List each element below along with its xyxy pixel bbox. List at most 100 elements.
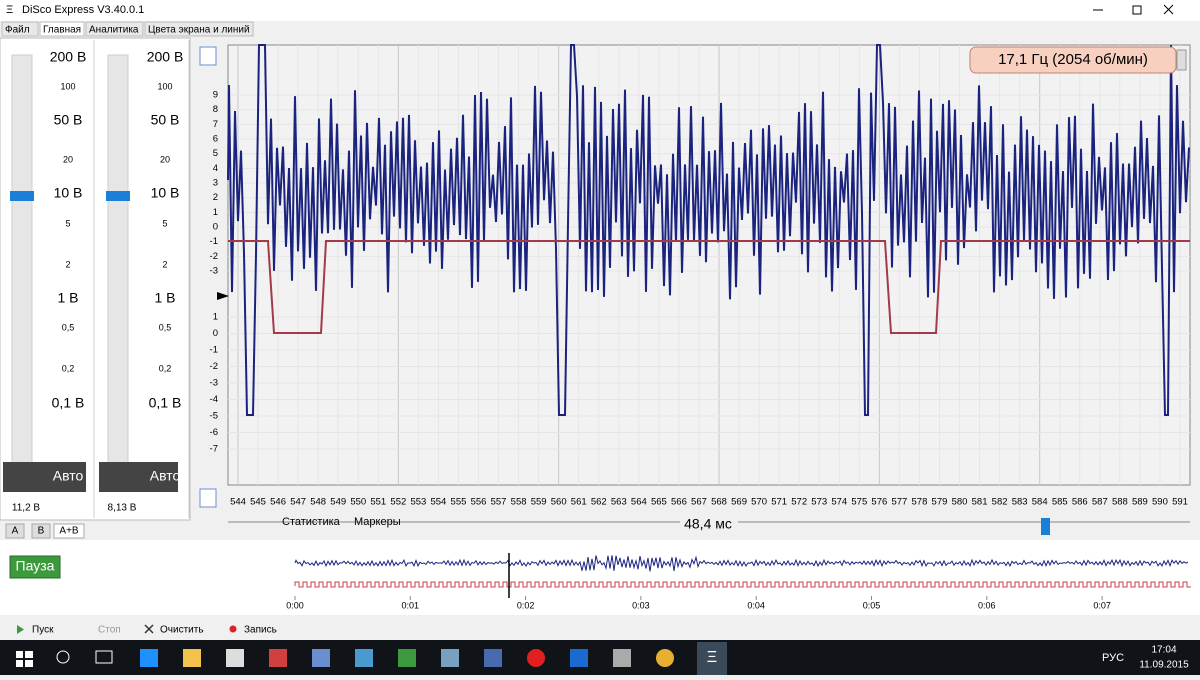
x-label: 545 <box>250 497 266 508</box>
play-icon <box>17 625 24 634</box>
menu-label[interactable]: Файл <box>5 25 30 36</box>
x-label: 590 <box>1152 497 1168 508</box>
scale-label: 100 <box>157 81 172 91</box>
menu-tab[interactable] <box>39 21 85 37</box>
scale-label: 100 <box>60 81 75 91</box>
x-label: 544 <box>230 497 246 508</box>
record-icon <box>229 625 237 633</box>
menu-tab[interactable] <box>85 21 144 37</box>
control-label[interactable]: Стоп <box>98 625 121 636</box>
auto-label[interactable]: Авто <box>53 468 84 484</box>
scroll-thumb[interactable] <box>1041 518 1050 535</box>
controls: Пуск Стоп Очистить Запись <box>17 624 277 636</box>
scale-label: 20 <box>63 154 73 164</box>
pause-label[interactable]: Пауза <box>16 558 55 574</box>
x-label: 553 <box>410 497 426 508</box>
x-label: 587 <box>1092 497 1108 508</box>
slider-thumb[interactable] <box>10 191 34 201</box>
scale-label: 0,1 В <box>149 395 182 411</box>
x-label: 556 <box>471 497 487 508</box>
time-label: 0:05 <box>863 600 881 610</box>
y-label: 1 <box>213 312 218 323</box>
taskbar <box>0 640 1200 675</box>
pause-button[interactable] <box>9 555 61 579</box>
scale-label: 5 <box>162 218 167 228</box>
y-label: 0 <box>213 222 218 233</box>
title-bar <box>0 0 1200 21</box>
x-label: 555 <box>451 497 467 508</box>
y-label: -3 <box>210 378 218 389</box>
scale-label: 0,2 <box>159 363 172 373</box>
menu-label[interactable]: Цвета экрана и линий <box>148 25 250 36</box>
auto-box[interactable] <box>99 462 178 492</box>
menu-tab[interactable] <box>1 21 39 37</box>
x-label: 581 <box>972 497 988 508</box>
x-label: 548 <box>310 497 326 508</box>
x-label: 571 <box>771 497 787 508</box>
window-title: DiSco Express V3.40.0.1 <box>22 4 144 16</box>
menu-bar: Файл Главная Аналитика Цвета экрана и линий <box>1 21 254 37</box>
control-label[interactable]: Запись <box>244 625 277 636</box>
x-label: 567 <box>691 497 707 508</box>
reading: 8,13 В <box>108 503 137 514</box>
language[interactable]: РУС <box>1102 652 1124 664</box>
x-label: 549 <box>330 497 346 508</box>
scrollbar[interactable] <box>1176 49 1187 71</box>
overview-b <box>294 581 1191 588</box>
menu-label[interactable]: Главная <box>43 25 81 36</box>
slider-thumb[interactable] <box>106 191 130 201</box>
x-label: 558 <box>511 497 527 508</box>
x-label: 580 <box>952 497 968 508</box>
x-label: 576 <box>871 497 887 508</box>
status-tab[interactable]: Маркеры <box>354 516 401 528</box>
x-label: 570 <box>751 497 767 508</box>
time-label: 0:03 <box>632 600 650 610</box>
clear-icon <box>144 624 154 634</box>
x-label: 573 <box>811 497 827 508</box>
x-label: 557 <box>491 497 507 508</box>
channel-tab-label[interactable]: A+B <box>59 526 79 537</box>
auto-box[interactable] <box>3 462 86 492</box>
zoom-button[interactable] <box>199 46 217 66</box>
x-label: 583 <box>1012 497 1028 508</box>
y-label: -3 <box>210 266 218 277</box>
zoom-button[interactable] <box>199 488 217 508</box>
svg-text:Ξ: Ξ <box>707 649 717 666</box>
scale-label: 50 В <box>151 112 180 128</box>
x-label: 586 <box>1072 497 1088 508</box>
y-label: 9 <box>213 90 218 101</box>
x-label: 564 <box>631 497 647 508</box>
y-label: -4 <box>210 394 218 405</box>
control-label[interactable]: Пуск <box>32 625 54 636</box>
clock-time[interactable]: 17:04 <box>1151 645 1176 656</box>
status-tab[interactable]: Статистика <box>282 516 341 528</box>
scale-label: 0,2 <box>62 363 75 373</box>
channel-tab-label[interactable]: A <box>12 526 19 537</box>
channel-tab[interactable] <box>5 523 25 539</box>
auto-label[interactable]: Авто <box>150 468 181 484</box>
menu-label[interactable]: Аналитика <box>89 25 139 36</box>
y-label: 2 <box>213 192 218 203</box>
window-buttons[interactable] <box>1093 4 1174 15</box>
scale-label: 0,1 В <box>52 395 85 411</box>
y-label: -1 <box>210 345 218 356</box>
scale-label: 20 <box>160 154 170 164</box>
channel-tab[interactable] <box>53 523 85 539</box>
y-label: -5 <box>210 411 218 422</box>
time-label: 0:04 <box>747 600 765 610</box>
menu-tab[interactable] <box>144 21 254 37</box>
channel-tab-label[interactable]: B <box>38 526 45 537</box>
channel-tab[interactable] <box>31 523 51 539</box>
y-label: 4 <box>213 163 218 174</box>
scale-label: 5 <box>65 218 70 228</box>
control-label[interactable]: Очистить <box>160 625 204 636</box>
scale-label: 200 В <box>50 49 87 65</box>
scale-label: 200 В <box>147 49 184 65</box>
reading: 11,2 В <box>12 503 40 514</box>
y-label: -2 <box>210 361 218 372</box>
waveform-b <box>228 240 1190 334</box>
x-label: 579 <box>932 497 948 508</box>
clock-date[interactable]: 11.09.2015 <box>1139 660 1189 671</box>
x-label: 566 <box>671 497 687 508</box>
